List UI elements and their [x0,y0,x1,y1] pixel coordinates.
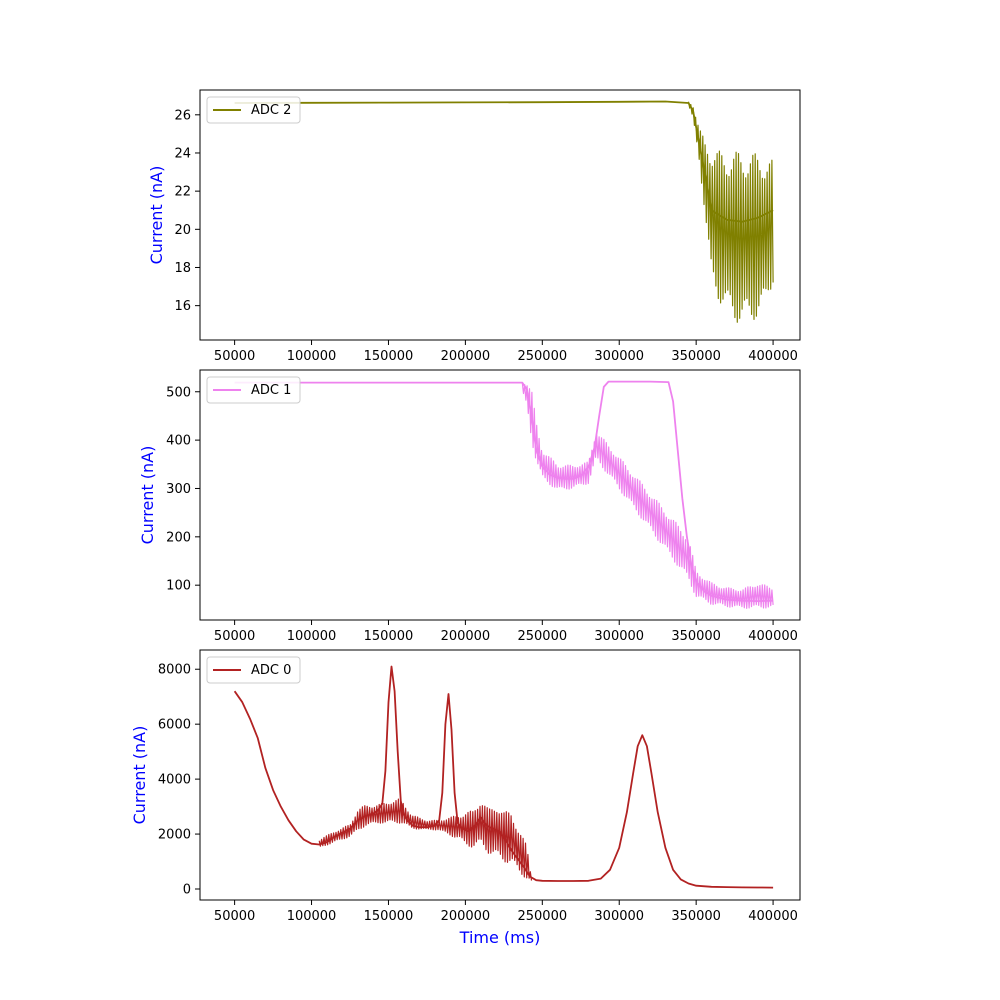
subplot-adc-0: 50000 100000 150000 200000 250000 300000 35000… [130,649,801,947]
y-tick-label: 22 [174,185,191,200]
legend-label: ADC 1 [251,383,291,398]
x-tick-label: 150000 [364,909,414,924]
y-axis-label: Current (nA) [147,166,166,265]
x-tick-label: 400000 [748,909,798,924]
x-tick-label: 300000 [594,909,644,924]
y-axis-label: Current (nA) [138,446,157,545]
series-line [234,100,774,223]
x-tick-label: 50000 [214,629,255,644]
legend-frame [206,376,301,404]
y-axis-ticks: 0 2000 4000 6000 8000 [158,663,200,898]
x-tick-label: 400000 [748,629,798,644]
y-tick-label: 0 [183,883,191,898]
legend-frame [206,656,301,684]
x-tick-label: 100000 [287,349,337,364]
subplot-adc-2: 50000 100000 150000 200000 250000 300000 35000… [147,89,801,364]
x-axis-label: Time (ms) [459,928,541,947]
series-line [234,380,774,602]
x-tick-label: 250000 [517,629,567,644]
y-tick-label: 18 [174,261,191,276]
x-tick-label: 200000 [441,629,491,644]
x-tick-label: 50000 [214,349,255,364]
y-tick-label: 26 [174,108,191,123]
x-tick-label: 150000 [364,629,414,644]
legend: ADC 2 [206,96,301,124]
y-tick-label: 100 [166,579,191,594]
series-line [233,665,774,889]
x-tick-label: 200000 [441,349,491,364]
x-tick-label: 350000 [671,349,721,364]
y-axis-label: Current (nA) [130,726,149,825]
series-layer [234,100,774,323]
x-tick-label: 150000 [364,349,414,364]
legend-label: ADC 2 [251,103,291,118]
axes-frame [199,649,801,901]
x-tick-label: 100000 [287,629,337,644]
y-tick-label: 500 [166,385,191,400]
y-axis-ticks: 16 18 20 22 24 26 [174,108,200,314]
y-tick-label: 16 [174,299,191,314]
axes-frame [199,369,801,621]
x-axis-ticks: 50000 100000 150000 200000 250000 300000 35000… [214,620,798,644]
y-tick-label: 20 [174,223,191,238]
x-tick-label: 300000 [594,349,644,364]
y-axis-ticks: 100 200 300 400 500 [166,385,200,594]
y-tick-label: 4000 [158,773,191,788]
y-tick-label: 2000 [158,828,191,843]
x-tick-label: 350000 [671,629,721,644]
x-tick-label: 250000 [517,909,567,924]
x-axis-ticks: 50000 100000 150000 200000 250000 300000 35000… [214,340,798,364]
x-tick-label: 100000 [287,909,337,924]
y-tick-label: 400 [166,434,191,449]
y-tick-label: 8000 [158,663,191,678]
x-tick-label: 300000 [594,629,644,644]
y-tick-label: 300 [166,482,191,497]
x-tick-label: 250000 [517,349,567,364]
y-tick-label: 6000 [158,718,191,733]
legend-frame [206,96,301,124]
series-noise-band [687,101,774,323]
y-tick-label: 200 [166,530,191,545]
series-layer [234,380,774,609]
y-tick-label: 24 [174,146,191,161]
x-tick-label: 400000 [748,349,798,364]
series-layer [233,665,774,889]
subplot-adc-1: 50000 100000 150000 200000 250000 300000 35000… [138,369,801,644]
legend: ADC 1 [206,376,301,404]
x-tick-label: 50000 [214,909,255,924]
legend-label: ADC 0 [251,663,291,678]
legend: ADC 0 [206,656,301,684]
x-tick-label: 200000 [441,909,491,924]
x-tick-label: 350000 [671,909,721,924]
x-axis-ticks: 50000 100000 150000 200000 250000 300000 35000… [214,900,798,924]
axes-frame [199,89,801,341]
series-noise-band [521,382,774,609]
